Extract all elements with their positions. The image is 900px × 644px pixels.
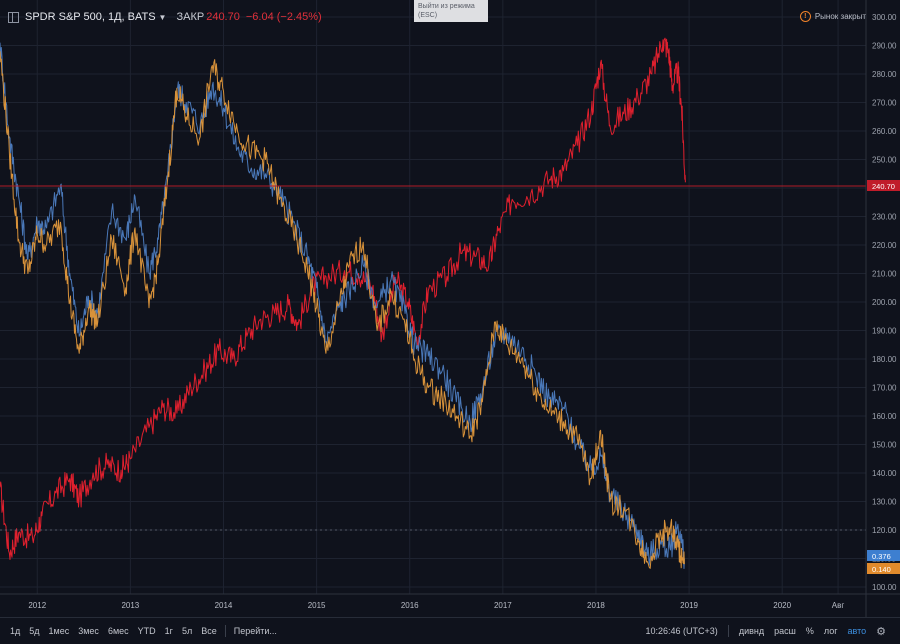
x-tick-label: 2020 [773,601,791,610]
range-button[interactable]: 1мес [48,626,70,636]
divider [224,625,226,637]
series-line [0,42,685,569]
chart-series [0,37,686,569]
range-button[interactable]: 3мес [78,626,99,636]
gear-icon[interactable]: ⚙ [876,625,886,638]
series-line [0,51,685,569]
y-tick-label: 230.00 [872,213,897,222]
market-status-label: Рынок закрыт [814,12,866,21]
y-tick-label: 130.00 [872,498,897,507]
x-tick-label: 2019 [680,601,698,610]
x-tick-label: 2013 [121,601,139,610]
x-tick-label: 2014 [215,601,233,610]
last-price-badge: 240.70 [872,182,895,191]
range-button[interactable]: YTD [137,626,156,636]
bottom-toolbar: 1д 5д 1мес 3мес 6мес YTD 1г 5л Все Перейти... 10… [0,617,900,644]
y-tick-label: 170.00 [872,384,897,393]
close-label: ЗАКР [176,11,205,23]
chevron-down-icon[interactable]: ▼ [158,12,167,22]
orange-series-badge-bg [867,563,900,574]
blue-series-badge-bg [867,550,900,561]
range-button[interactable]: 5д [29,626,40,636]
x-tick-label: 2018 [587,601,605,610]
range-button[interactable]: Все [201,626,217,636]
clock-readout[interactable]: 10:26:46 (UTC+3) [645,626,718,636]
tooltip-line-2: (ESC) [418,12,438,19]
extended-hours-toggle[interactable]: расш [774,626,796,636]
y-tick-label: 120.00 [872,526,897,535]
chart-header: SPDR S&P 500, 1Д, BATS ▼ ЗАКР 240.70 −6.… [8,9,322,25]
axis-badges: 240.70 0.376 0.140 [867,180,900,574]
x-tick-label: 2016 [401,601,419,610]
blue-series-badge: 0.376 [872,552,891,561]
x-axis: 2012 2013 2014 2015 2016 2017 2018 2019 2020 Авг [0,593,900,610]
y-tick-label: 180.00 [872,355,897,364]
change-value: −6.04 (−2.45%) [245,11,322,23]
x-tick-label: 2015 [308,601,326,610]
symbol-title[interactable]: SPDR S&P 500, 1Д, BATS [25,11,156,23]
divider [727,625,729,637]
y-tick-label: 190.00 [872,327,897,336]
auto-scale-toggle[interactable]: авто [847,626,867,636]
warning-icon: ! [799,11,811,22]
chart-grid [0,0,866,594]
range-button[interactable]: 6мес [107,626,129,636]
series-line [0,37,686,560]
log-toggle[interactable]: лог [823,626,838,636]
percent-toggle[interactable]: % [805,626,814,636]
y-tick-label: 140.00 [872,469,897,478]
chart-area[interactable]: 100.00110.00120.00130.00140.00150.00160.… [0,0,900,618]
x-tick-label: 2017 [494,601,512,610]
y-axis: 100.00110.00120.00130.00140.00150.00160.… [865,0,897,618]
y-tick-label: 200.00 [872,298,897,307]
last-price-badge-bg [867,180,900,192]
y-tick-label: 220.00 [872,241,897,250]
y-tick-label: 100.00 [872,583,897,592]
range-button[interactable]: 1г [164,626,173,636]
collapse-icon[interactable] [8,11,19,23]
tooltip-line-1: Выйти из режима [418,3,475,10]
y-tick-label: 270.00 [872,99,897,108]
y-tick-label: 290.00 [872,42,897,51]
y-tick-label: 260.00 [872,127,897,136]
y-tick-label: 210.00 [872,270,897,279]
close-value: 240.70 [206,11,240,23]
range-button[interactable]: 5л [181,626,193,636]
x-tick-label: Авг [832,601,845,610]
x-tick-label: 2012 [28,601,46,610]
y-tick-label: 160.00 [872,412,897,421]
y-tick-label: 250.00 [872,156,897,165]
dividends-toggle[interactable]: дивнд [738,626,765,636]
exit-fullscreen-tooltip: Выйти из режима (ESC) [414,0,488,22]
y-tick-label: 300.00 [872,13,897,22]
goto-button[interactable]: Перейти... [233,626,277,636]
range-buttons: 1д 5д 1мес 3мес 6мес YTD 1г 5л Все [10,626,217,636]
toolbar-right: 10:26:46 (UTC+3) дивнд расш % лог авто ⚙ [646,625,886,638]
orange-series-badge: 0.140 [872,565,891,574]
y-tick-label: 150.00 [872,441,897,450]
range-button[interactable]: 1д [10,626,21,636]
y-tick-label: 280.00 [872,70,897,79]
market-status[interactable]: ! Рынок закрыт [799,11,866,22]
